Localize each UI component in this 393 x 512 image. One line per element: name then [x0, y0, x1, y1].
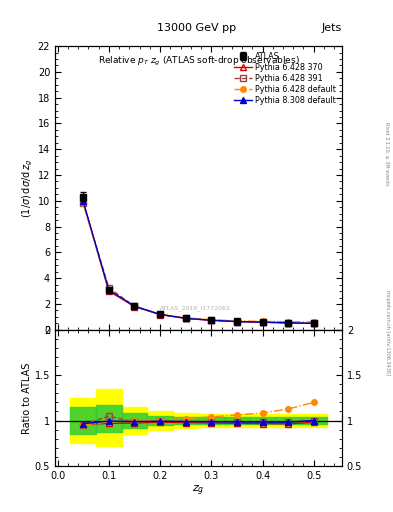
Text: Relative $p_T$ $z_g$ (ATLAS soft-drop observables): Relative $p_T$ $z_g$ (ATLAS soft-drop ob… — [97, 55, 299, 68]
X-axis label: $z_g$: $z_g$ — [192, 483, 205, 498]
Pythia 6.428 default — [235, 318, 239, 324]
Pythia 6.428 default — [260, 318, 265, 325]
Pythia 6.428 391 — [158, 311, 162, 317]
Pythia 6.428 391 — [260, 319, 265, 325]
Pythia 6.428 370 — [311, 321, 316, 327]
Pythia 6.428 391 — [235, 318, 239, 325]
Line: Pythia 6.428 default: Pythia 6.428 default — [81, 201, 316, 325]
Y-axis label: $(1/\sigma)\,{\rm d}\sigma/{\rm d}\,z_g$: $(1/\sigma)\,{\rm d}\sigma/{\rm d}\,z_g$ — [20, 158, 35, 218]
Pythia 6.428 default — [158, 311, 162, 317]
Text: Jets: Jets — [321, 23, 342, 33]
Pythia 6.428 370 — [183, 315, 188, 322]
Pythia 6.428 default — [132, 303, 137, 309]
Legend: ATLAS, Pythia 6.428 370, Pythia 6.428 391, Pythia 6.428 default, Pythia 8.308 de: ATLAS, Pythia 6.428 370, Pythia 6.428 39… — [233, 50, 338, 106]
Pythia 6.428 default — [209, 316, 214, 323]
Pythia 8.308 default — [132, 303, 137, 309]
Pythia 6.428 370 — [235, 318, 239, 325]
Pythia 8.308 default — [183, 315, 188, 322]
Pythia 6.428 391 — [311, 320, 316, 326]
Pythia 6.428 391 — [81, 200, 86, 206]
Text: 13000 GeV pp: 13000 GeV pp — [157, 23, 236, 33]
Pythia 6.428 370 — [286, 320, 290, 326]
Pythia 6.428 370 — [107, 288, 111, 294]
Pythia 6.428 default — [81, 200, 86, 206]
Pythia 8.308 default — [158, 311, 162, 317]
Y-axis label: Ratio to ATLAS: Ratio to ATLAS — [22, 362, 32, 434]
Pythia 6.428 370 — [132, 304, 137, 310]
Pythia 8.308 default — [235, 318, 239, 325]
Pythia 8.308 default — [260, 319, 265, 325]
Pythia 6.428 391 — [132, 303, 137, 309]
Pythia 6.428 370 — [81, 199, 86, 205]
Line: Pythia 6.428 370: Pythia 6.428 370 — [80, 199, 317, 327]
Pythia 6.428 default — [311, 319, 316, 325]
Text: mcplots.cern.ch [arXiv:1306.3436]: mcplots.cern.ch [arXiv:1306.3436] — [385, 290, 389, 375]
Pythia 6.428 370 — [158, 311, 162, 317]
Text: ATLAS_2019_I1772062: ATLAS_2019_I1772062 — [160, 305, 231, 311]
Line: Pythia 6.428 391: Pythia 6.428 391 — [80, 200, 317, 327]
Text: Rivet 3.1.10, ≥ 3M events: Rivet 3.1.10, ≥ 3M events — [385, 122, 389, 185]
Pythia 8.308 default — [107, 287, 111, 293]
Pythia 6.428 370 — [260, 319, 265, 325]
Pythia 6.428 default — [286, 318, 290, 325]
Pythia 6.428 391 — [107, 285, 111, 291]
Pythia 6.428 370 — [209, 317, 214, 324]
Line: Pythia 8.308 default: Pythia 8.308 default — [80, 198, 317, 327]
Pythia 6.428 default — [107, 287, 111, 293]
Pythia 6.428 default — [183, 315, 188, 321]
Pythia 6.428 391 — [286, 319, 290, 326]
Pythia 8.308 default — [209, 317, 214, 323]
Pythia 8.308 default — [81, 198, 86, 204]
Pythia 8.308 default — [286, 319, 290, 326]
Pythia 8.308 default — [311, 320, 316, 326]
Pythia 6.428 391 — [183, 315, 188, 322]
Pythia 6.428 391 — [209, 317, 214, 323]
